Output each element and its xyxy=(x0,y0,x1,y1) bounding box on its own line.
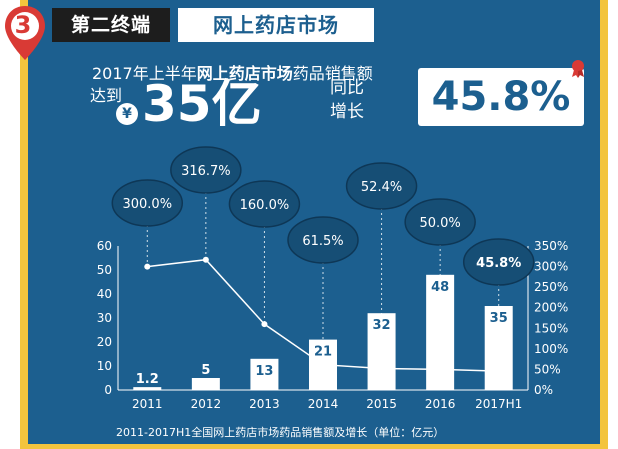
growth-point xyxy=(261,321,268,328)
right-tick-label: 350% xyxy=(534,239,568,253)
yuan-icon: ¥ xyxy=(116,103,138,125)
right-tick-label: 100% xyxy=(534,342,568,356)
left-tick-label: 40 xyxy=(97,287,112,301)
reach-text: 达到 xyxy=(90,86,123,105)
growth-label: 61.5% xyxy=(302,234,343,249)
left-tick-label: 60 xyxy=(97,239,112,253)
growth-bubble xyxy=(404,198,476,246)
bar-value-label: 48 xyxy=(431,280,449,295)
left-tick-label: 20 xyxy=(97,335,112,349)
growth-point xyxy=(202,256,209,263)
section-number: 3 xyxy=(14,11,32,39)
growth-label: 50.0% xyxy=(419,216,460,231)
right-tick-label: 250% xyxy=(534,280,568,294)
right-tick-label: 300% xyxy=(534,260,568,274)
headline-bold: 网上药店市场 xyxy=(196,64,293,83)
x-tick-label: 2015 xyxy=(366,397,397,411)
growth-bubble xyxy=(345,162,418,210)
growth-point xyxy=(378,365,385,372)
sales-amount: 35亿 xyxy=(142,75,262,133)
award-ribbon-icon xyxy=(572,60,584,78)
x-tick-label: 2014 xyxy=(308,397,339,411)
location-pin-icon xyxy=(5,6,45,60)
headline-prefix: 2017年上半年 xyxy=(92,64,197,83)
title-left: 第二终端 xyxy=(52,8,170,42)
bar-value-label: 5 xyxy=(201,363,210,378)
chart-caption: 2011-2017H1全国网上药店市场药品销售额及增长（单位：亿元） xyxy=(116,426,445,439)
growth-label: 45.8% xyxy=(476,256,521,271)
right-tick-label: 200% xyxy=(534,301,568,315)
growth-bubble xyxy=(462,238,535,286)
x-tick-label: 2017H1 xyxy=(475,397,522,411)
headline-text: 2017年上半年网上药店市场药品销售额 xyxy=(92,60,373,84)
right-tick-label: 50% xyxy=(534,362,561,376)
growth-label: 160.0% xyxy=(240,198,290,213)
growth-bubble xyxy=(287,216,359,264)
bar xyxy=(133,387,162,390)
bar xyxy=(191,378,220,390)
headline-suffix: 药品销售额 xyxy=(292,64,373,83)
bar-value-label: 32 xyxy=(373,318,391,333)
right-tick-label: 0% xyxy=(534,383,553,397)
left-tick-label: 0 xyxy=(104,383,112,397)
x-tick-label: 2011 xyxy=(132,397,163,411)
growth-point xyxy=(437,366,444,373)
growth-label: 316.7% xyxy=(181,164,231,179)
right-tick-label: 150% xyxy=(534,321,568,335)
growth-bubble xyxy=(228,180,301,228)
growth-bubble xyxy=(170,146,242,194)
growth-bubble xyxy=(111,179,184,227)
yoy-value: 45.8% xyxy=(418,68,584,126)
bar-value-label: 1.2 xyxy=(136,372,159,387)
x-tick-label: 2016 xyxy=(425,397,456,411)
growth-label: 52.4% xyxy=(361,180,402,195)
left-tick-label: 50 xyxy=(97,263,112,277)
bar xyxy=(250,358,279,390)
growth-point xyxy=(144,263,151,270)
growth-label: 300.0% xyxy=(122,197,172,212)
left-tick-label: 10 xyxy=(97,359,112,373)
x-tick-label: 2012 xyxy=(191,397,222,411)
bar xyxy=(367,313,396,390)
bar-value-label: 35 xyxy=(490,311,508,326)
growth-point xyxy=(495,368,502,375)
left-tick-label: 30 xyxy=(97,311,112,325)
title-right: 网上药店市场 xyxy=(178,8,374,42)
yoy-label: 同比增长 xyxy=(330,78,364,122)
x-tick-label: 2013 xyxy=(249,397,280,411)
bar-value-label: 13 xyxy=(255,364,273,379)
growth-point xyxy=(320,361,326,368)
